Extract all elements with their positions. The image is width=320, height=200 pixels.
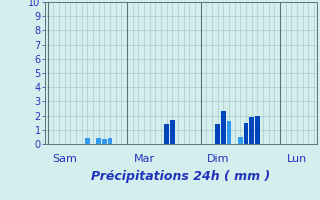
Bar bbox=[215, 124, 220, 144]
Text: Mar: Mar bbox=[133, 154, 155, 164]
Bar bbox=[108, 138, 112, 144]
Bar bbox=[244, 123, 248, 144]
Bar bbox=[227, 121, 231, 144]
Bar bbox=[96, 138, 101, 144]
Text: Sam: Sam bbox=[52, 154, 77, 164]
Text: Dim: Dim bbox=[206, 154, 229, 164]
Bar bbox=[221, 111, 226, 144]
Bar bbox=[249, 117, 254, 144]
Bar bbox=[102, 139, 107, 144]
Bar bbox=[170, 120, 175, 144]
Bar bbox=[85, 138, 90, 144]
Bar bbox=[164, 124, 169, 144]
Bar bbox=[255, 116, 260, 144]
Bar bbox=[238, 137, 243, 144]
Text: Précipitations 24h ( mm ): Précipitations 24h ( mm ) bbox=[91, 170, 270, 183]
Text: Lun: Lun bbox=[287, 154, 307, 164]
